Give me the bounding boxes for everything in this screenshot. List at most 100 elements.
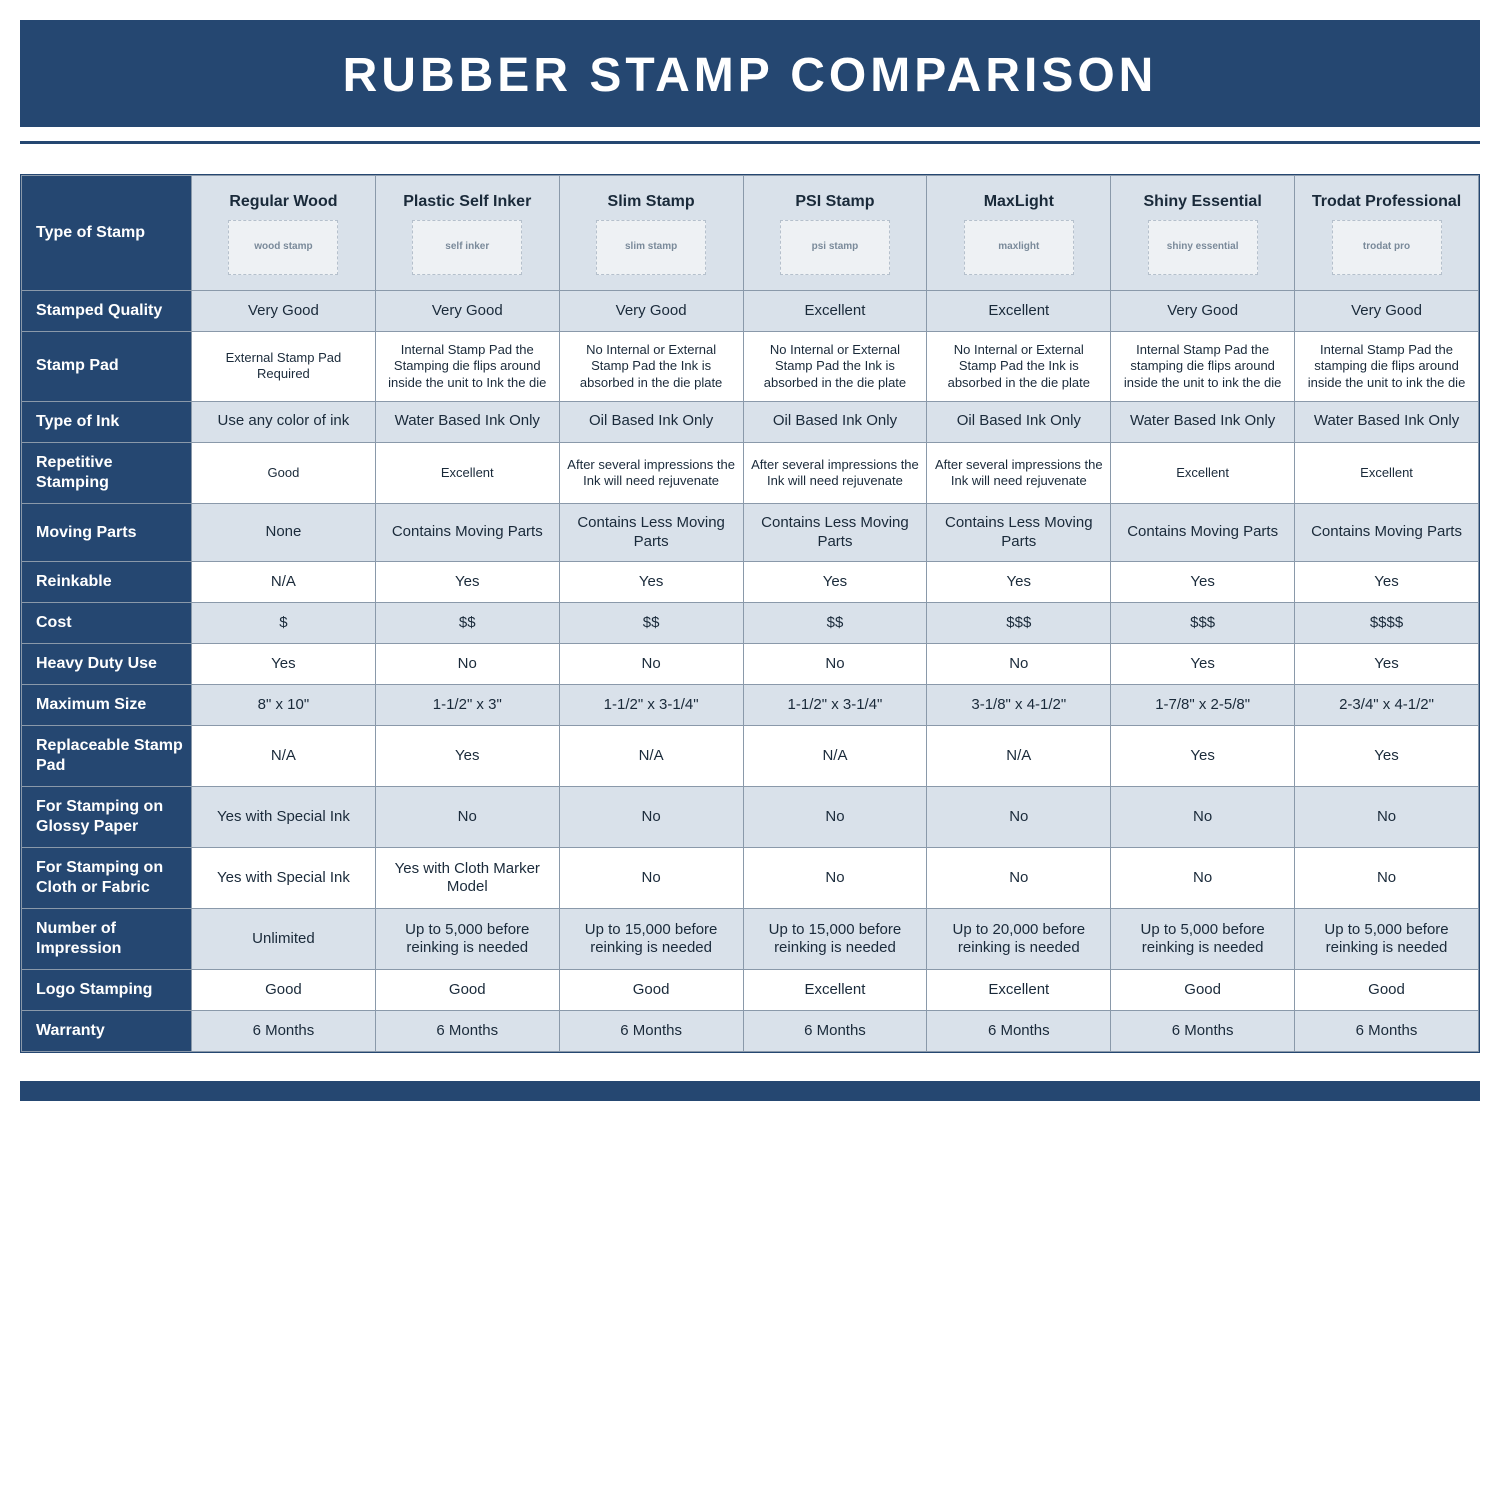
table-cell: Internal Stamp Pad the stamping die flip… <box>1295 332 1479 402</box>
table-cell: 8" x 10" <box>192 685 376 726</box>
table-cell: Good <box>192 970 376 1011</box>
table-cell: Excellent <box>743 970 927 1011</box>
col-header: Plastic Self Inker self inker <box>375 176 559 291</box>
comparison-table: Type of StampRegular Woodwood stampPlast… <box>21 175 1479 1052</box>
table-cell: After several impressions the Ink will n… <box>743 442 927 503</box>
row-header: Moving Parts <box>22 503 192 562</box>
col-header-label: Regular Wood <box>198 192 369 212</box>
stamp-image-icon: maxlight <box>964 220 1074 275</box>
table-cell: 6 Months <box>743 1011 927 1052</box>
table-cell: Internal Stamp Pad the Stamping die flip… <box>375 332 559 402</box>
page-title: RUBBER STAMP COMPARISON <box>20 48 1480 103</box>
table-cell: Contains Moving Parts <box>1295 503 1479 562</box>
row-header: Type of Ink <box>22 401 192 442</box>
table-row: Replaceable Stamp PadN/AYesN/AN/AN/AYesY… <box>22 726 1479 787</box>
table-cell: $$ <box>743 603 927 644</box>
table-cell: No <box>559 787 743 848</box>
row-header: Logo Stamping <box>22 970 192 1011</box>
table-cell: Yes <box>375 726 559 787</box>
row-header: Stamp Pad <box>22 332 192 402</box>
table-cell: Water Based Ink Only <box>375 401 559 442</box>
col-header: Regular Woodwood stamp <box>192 176 376 291</box>
table-cell: Good <box>192 442 376 503</box>
table-cell: Contains Less Moving Parts <box>743 503 927 562</box>
table-cell: Yes <box>192 644 376 685</box>
table-cell: No <box>743 848 927 909</box>
table-cell: No <box>927 644 1111 685</box>
title-block: RUBBER STAMP COMPARISON <box>20 20 1480 127</box>
table-cell: Up to 5,000 before reinking is needed <box>1111 909 1295 970</box>
table-cell: No <box>375 787 559 848</box>
table-head: Type of StampRegular Woodwood stampPlast… <box>22 176 1479 291</box>
col-header-label: Plastic Self Inker <box>382 192 553 212</box>
table-cell: Water Based Ink Only <box>1295 401 1479 442</box>
table-cell: No <box>927 787 1111 848</box>
col-header-label: MaxLight <box>933 192 1104 212</box>
table-cell: $ <box>192 603 376 644</box>
row-header: For Stamping on Glossy Paper <box>22 787 192 848</box>
table-cell: Good <box>1111 970 1295 1011</box>
table-cell: Very Good <box>1111 291 1295 332</box>
col-header: Slim Stampslim stamp <box>559 176 743 291</box>
col-header: Trodat Professionaltrodat pro <box>1295 176 1479 291</box>
table-row: ReinkableN/AYesYesYesYesYesYes <box>22 562 1479 603</box>
table-cell: 1-7/8" x 2-5/8" <box>1111 685 1295 726</box>
row-header: Cost <box>22 603 192 644</box>
table-cell: Excellent <box>375 442 559 503</box>
table-cell: No <box>1111 848 1295 909</box>
footer-bar <box>20 1081 1480 1101</box>
table-cell: Oil Based Ink Only <box>927 401 1111 442</box>
table-cell: No <box>743 644 927 685</box>
table-cell: 1-1/2" x 3" <box>375 685 559 726</box>
table-cell: After several impressions the Ink will n… <box>927 442 1111 503</box>
table-row: For Stamping on Cloth or FabricYes with … <box>22 848 1479 909</box>
col-header-label: Trodat Professional <box>1301 192 1472 212</box>
table-cell: 6 Months <box>375 1011 559 1052</box>
stamp-image-icon: self inker <box>412 220 522 275</box>
table-cell: 1-1/2" x 3-1/4" <box>559 685 743 726</box>
table-cell: Up to 5,000 before reinking is needed <box>1295 909 1479 970</box>
table-cell: No <box>927 848 1111 909</box>
table-cell: Yes <box>743 562 927 603</box>
table-cell: Yes with Special Ink <box>192 787 376 848</box>
table-cell: Good <box>559 970 743 1011</box>
table-cell: No <box>1295 848 1479 909</box>
table-cell: Contains Moving Parts <box>1111 503 1295 562</box>
table-cell: Oil Based Ink Only <box>743 401 927 442</box>
table-cell: Internal Stamp Pad the stamping die flip… <box>1111 332 1295 402</box>
table-cell: No Internal or External Stamp Pad the In… <box>559 332 743 402</box>
table-row: For Stamping on Glossy PaperYes with Spe… <box>22 787 1479 848</box>
table-cell: No Internal or External Stamp Pad the In… <box>743 332 927 402</box>
table-cell: Yes <box>559 562 743 603</box>
table-cell: No <box>1111 787 1295 848</box>
table-cell: $$$ <box>927 603 1111 644</box>
table-cell: Contains Less Moving Parts <box>559 503 743 562</box>
table-row: Type of InkUse any color of inkWater Bas… <box>22 401 1479 442</box>
table-cell: Excellent <box>927 291 1111 332</box>
table-cell: Yes <box>927 562 1111 603</box>
row-header: Warranty <box>22 1011 192 1052</box>
table-cell: Very Good <box>559 291 743 332</box>
table-row: Logo StampingGoodGoodGoodExcellentExcell… <box>22 970 1479 1011</box>
col-header-label: PSI Stamp <box>750 192 921 212</box>
table-cell: No Internal or External Stamp Pad the In… <box>927 332 1111 402</box>
col-header-label: Slim Stamp <box>566 192 737 212</box>
table-row: Number of ImpressionUnlimitedUp to 5,000… <box>22 909 1479 970</box>
table-cell: Yes <box>1295 726 1479 787</box>
col-header: MaxLight maxlight <box>927 176 1111 291</box>
table-row: Moving PartsNoneContains Moving PartsCon… <box>22 503 1479 562</box>
table-cell: Very Good <box>1295 291 1479 332</box>
table-cell: Use any color of ink <box>192 401 376 442</box>
table-cell: $$ <box>375 603 559 644</box>
table-cell: Yes <box>375 562 559 603</box>
table-cell: Yes <box>1111 562 1295 603</box>
table-cell: $$$ <box>1111 603 1295 644</box>
table-cell: Excellent <box>1111 442 1295 503</box>
table-cell: Up to 20,000 before reinking is needed <box>927 909 1111 970</box>
col-header: PSI Stamppsi stamp <box>743 176 927 291</box>
table-cell: 6 Months <box>1295 1011 1479 1052</box>
table-cell: 3-1/8" x 4-1/2" <box>927 685 1111 726</box>
table-cell: Yes with Cloth Marker Model <box>375 848 559 909</box>
table-cell: Excellent <box>1295 442 1479 503</box>
table-cell: No <box>559 848 743 909</box>
